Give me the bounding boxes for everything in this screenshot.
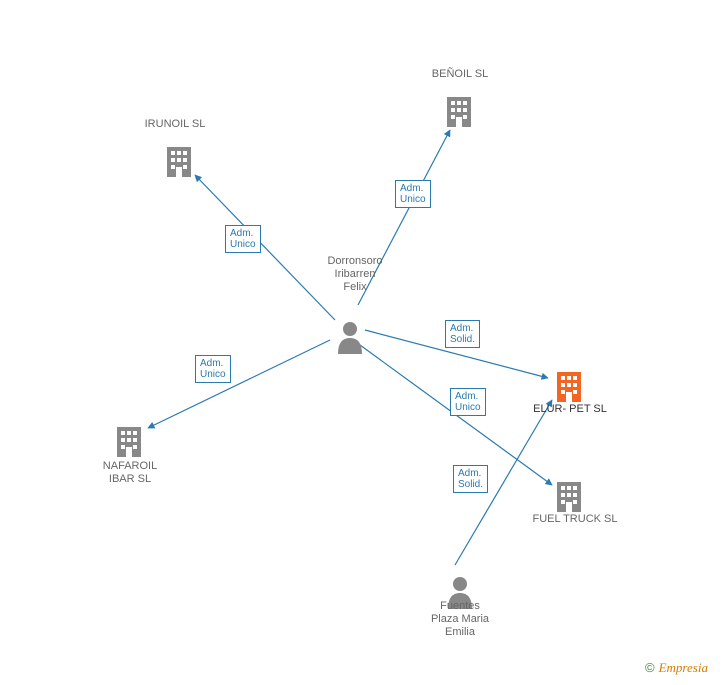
person-node-felix[interactable] (335, 320, 365, 354)
copyright: © Empresia (645, 660, 708, 676)
edge-label-felix-benoil: Adm. Unico (395, 180, 431, 208)
company-node-irunoil[interactable] (165, 145, 193, 177)
node-label-felix: Dorronsoro Iribarren Felix (315, 255, 395, 295)
edge-label-felix-fueltruck: Adm. Unico (450, 388, 486, 416)
node-label-fueltruck: FUEL TRUCK SL (520, 513, 630, 526)
company-node-nafaroil[interactable] (115, 425, 143, 457)
company-node-fueltruck[interactable] (555, 480, 583, 512)
edge-label-felix-nafaroil: Adm. Unico (195, 355, 231, 383)
copyright-symbol: © (645, 660, 655, 675)
company-node-benoil[interactable] (445, 95, 473, 127)
node-label-emilia: Fuentes Plaza Maria Emilia (420, 600, 500, 640)
company-node-elurpet[interactable] (555, 370, 583, 402)
edge-label-felix-elurpet: Adm. Solid. (445, 320, 480, 348)
edge-felix-irunoil (195, 175, 335, 320)
edge-label-felix-irunoil: Adm. Unico (225, 225, 261, 253)
edge-label-emilia-elurpet: Adm. Solid. (453, 465, 488, 493)
node-label-benoil: BEÑOIL SL (415, 68, 505, 81)
edge-felix-nafaroil (148, 340, 330, 428)
node-label-irunoil: IRUNOIL SL (130, 118, 220, 131)
node-label-nafaroil: NAFAROIL IBAR SL (90, 460, 170, 486)
node-label-elurpet: ELUR- PET SL (520, 403, 620, 416)
copyright-brand: Empresia (659, 660, 708, 675)
